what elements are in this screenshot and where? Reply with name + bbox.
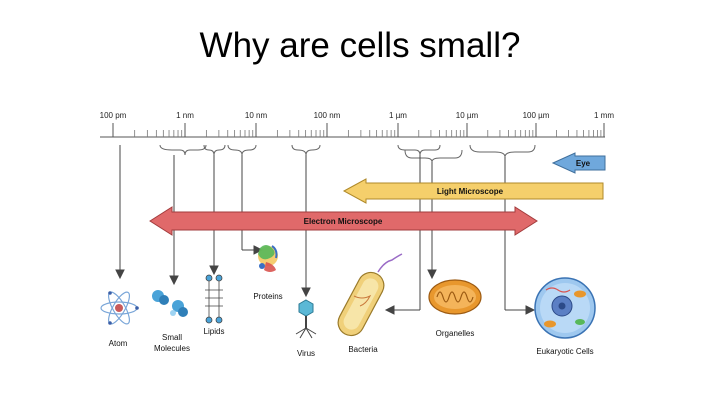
label-lipids: Lipids — [204, 327, 225, 336]
bracket-organelles — [404, 149, 463, 163]
label-organelles: Organelles — [436, 329, 475, 338]
label-virus: Virus — [297, 349, 315, 358]
electron-microscope-range-arrow: Electron Microscope — [149, 206, 538, 236]
tick-label-10nm: 10 nm — [245, 111, 268, 120]
tick-label-1nm: 1 nm — [176, 111, 194, 120]
eye-arrow-label: Eye — [576, 159, 591, 168]
scale-minor-ticks — [134, 130, 602, 137]
label-small-molecules-line2: Molecules — [154, 344, 190, 353]
tick-label-100pm: 100 pm — [100, 111, 127, 120]
bracket-small-molecules — [159, 144, 207, 156]
pointer-eukaryotic-head — [525, 305, 536, 315]
label-eukaryotic-cells: Eukaryotic Cells — [536, 347, 593, 356]
label-bacteria: Bacteria — [348, 345, 378, 354]
pointer-virus-head — [301, 287, 311, 298]
electron-microscope-arrow-shape — [149, 206, 538, 236]
pointer-bacteria-head — [384, 305, 395, 315]
label-small-molecules-line1: Small — [162, 333, 182, 342]
range-brackets — [159, 144, 536, 163]
tick-label-100um: 100 µm — [523, 111, 550, 120]
tick-label-10um: 10 µm — [456, 111, 479, 120]
light-microscope-range-arrow: Light Microscope — [342, 178, 604, 204]
organelles-illustration — [428, 279, 482, 315]
bracket-proteins — [227, 144, 257, 156]
tick-label-100nm: 100 nm — [314, 111, 341, 120]
eukaryotic-cell-illustration — [534, 277, 596, 339]
size-scale: 100 pm 1 nm 10 nm 100 nm 1 µm 10 µm 100 … — [100, 111, 614, 138]
small-molecules-illustration — [152, 290, 188, 317]
tick-label-1mm: 1 mm — [594, 111, 614, 120]
tick-label-1um: 1 µm — [389, 111, 407, 120]
bracket-bacteria — [397, 144, 441, 156]
bracket-lipids — [203, 144, 226, 156]
pointer-atom-head — [115, 269, 125, 280]
pointer-proteins-head — [253, 245, 264, 255]
label-proteins: Proteins — [253, 292, 282, 301]
eye-arrow-shape — [551, 152, 606, 174]
proteins-illustration — [258, 245, 278, 272]
atom-illustration — [100, 291, 139, 325]
label-atom: Atom — [109, 339, 128, 348]
eye-range-arrow: Eye — [551, 152, 606, 174]
light-microscope-arrow-label: Light Microscope — [437, 187, 504, 196]
pointer-small-molecules-head — [169, 275, 179, 286]
electron-microscope-arrow-label: Electron Microscope — [304, 217, 383, 226]
bacteria-illustration — [337, 253, 403, 337]
slide-title: Why are cells small? — [199, 26, 521, 65]
pointer-organelles-head — [427, 269, 437, 280]
scale-major-ticks — [112, 123, 605, 137]
bracket-virus — [291, 144, 321, 156]
virus-illustration — [295, 299, 317, 339]
light-microscope-arrow-shape — [342, 178, 604, 204]
pointer-lipids-head — [209, 265, 219, 276]
bracket-eukaryotic-cells — [469, 144, 536, 158]
lipids-illustration — [205, 274, 223, 324]
